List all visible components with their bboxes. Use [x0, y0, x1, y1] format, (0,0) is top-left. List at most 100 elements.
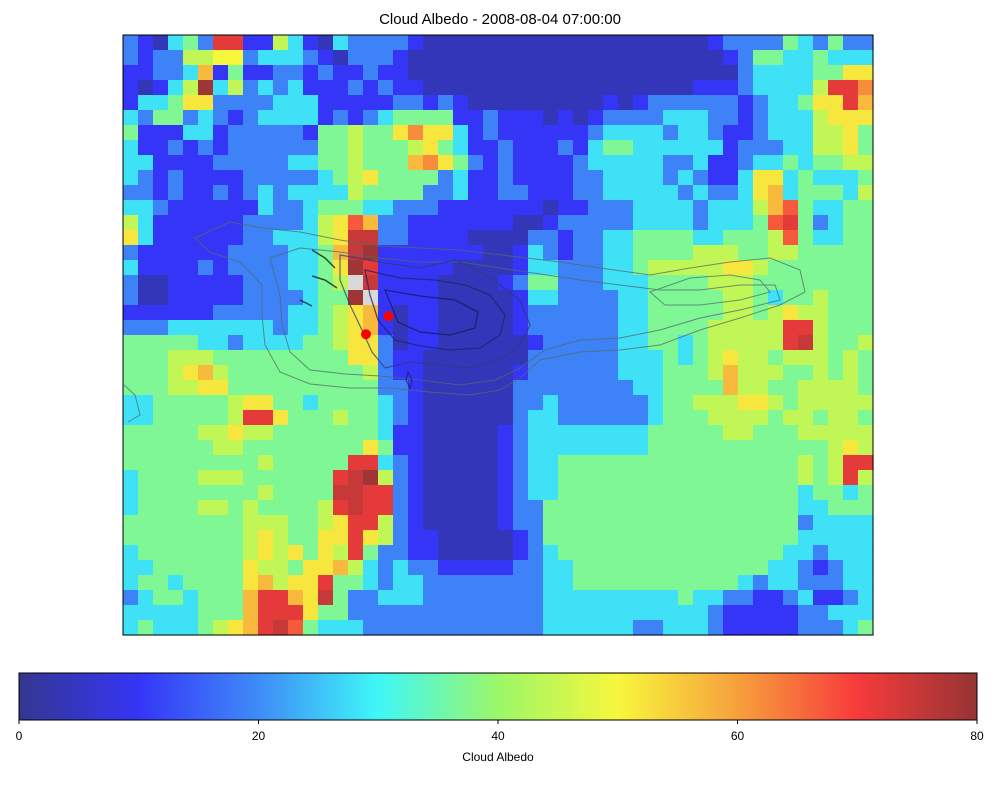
heatmap-cell — [303, 155, 319, 171]
heatmap-cell — [678, 485, 694, 501]
heatmap-cell — [543, 245, 559, 261]
heatmap-cell — [573, 365, 589, 381]
heatmap-cell — [423, 365, 439, 381]
heatmap-cell — [378, 335, 394, 351]
heatmap-cell — [768, 230, 784, 246]
heatmap-cell — [213, 440, 229, 456]
heatmap-cell — [858, 185, 874, 201]
heatmap-cell — [798, 395, 814, 411]
heatmap-cell — [378, 350, 394, 366]
heatmap-cell — [138, 215, 154, 231]
heatmap-cell — [828, 200, 844, 216]
heatmap-cell — [618, 470, 634, 486]
heatmap-cell — [723, 50, 739, 66]
heatmap-cell — [648, 260, 664, 276]
heatmap-cell — [273, 485, 289, 501]
heatmap-cell — [303, 35, 319, 51]
heatmap-cell — [438, 590, 454, 606]
heatmap-cell — [288, 155, 304, 171]
heatmap-cell — [618, 140, 634, 156]
heatmap-cell — [588, 185, 604, 201]
heatmap-cell — [468, 185, 484, 201]
heatmap-cell — [453, 305, 469, 321]
heatmap-cell — [753, 440, 769, 456]
heatmap-cell — [663, 470, 679, 486]
heatmap-cell — [213, 80, 229, 96]
heatmap-cell — [288, 455, 304, 471]
heatmap-cell — [153, 215, 169, 231]
heatmap-cell — [258, 455, 274, 471]
heatmap-cell — [633, 290, 649, 306]
heatmap-cell — [783, 395, 799, 411]
heatmap-cell — [528, 470, 544, 486]
heatmap-cell — [828, 425, 844, 441]
heatmap-cell — [648, 125, 664, 141]
heatmap-cell — [468, 605, 484, 621]
heatmap-cell — [573, 170, 589, 186]
heatmap-cell — [453, 365, 469, 381]
heatmap-cell — [138, 275, 154, 291]
heatmap-panel — [122, 34, 874, 636]
heatmap-cell — [243, 425, 259, 441]
heatmap-cell — [183, 545, 199, 561]
heatmap-cell — [738, 335, 754, 351]
heatmap-cell — [183, 155, 199, 171]
heatmap-cell — [528, 620, 544, 636]
heatmap-cell — [783, 140, 799, 156]
heatmap-cell — [768, 515, 784, 531]
heatmap-cell — [303, 425, 319, 441]
heatmap-cell — [363, 215, 379, 231]
heatmap-cell — [168, 230, 184, 246]
heatmap-cell — [378, 110, 394, 126]
heatmap-cell — [408, 485, 424, 501]
heatmap-cell — [153, 470, 169, 486]
heatmap-cell — [243, 305, 259, 321]
heatmap-cell — [738, 485, 754, 501]
heatmap-cell — [648, 365, 664, 381]
heatmap-cell — [423, 80, 439, 96]
heatmap-cell — [783, 425, 799, 441]
heatmap-cell — [378, 530, 394, 546]
heatmap-cell — [693, 410, 709, 426]
heatmap-cell — [828, 515, 844, 531]
heatmap-cell — [183, 425, 199, 441]
heatmap-cell — [123, 545, 139, 561]
heatmap-cell — [288, 335, 304, 351]
heatmap-cell — [363, 35, 379, 51]
heatmap-cell — [333, 185, 349, 201]
heatmap-cell — [618, 155, 634, 171]
heatmap-cell — [423, 530, 439, 546]
heatmap-cell — [693, 110, 709, 126]
heatmap-cell — [588, 395, 604, 411]
heatmap-cell — [168, 290, 184, 306]
heatmap-cell — [588, 140, 604, 156]
heatmap-cell — [573, 560, 589, 576]
heatmap-cell — [738, 50, 754, 66]
heatmap-cell — [438, 170, 454, 186]
heatmap-cell — [558, 230, 574, 246]
heatmap-cell — [498, 455, 514, 471]
heatmap-cell — [393, 620, 409, 636]
heatmap-cell — [198, 575, 214, 591]
heatmap-cell — [738, 215, 754, 231]
heatmap-cell — [843, 305, 859, 321]
heatmap-cell — [453, 335, 469, 351]
heatmap-cell — [498, 560, 514, 576]
heatmap-cell — [348, 110, 364, 126]
heatmap-cell — [693, 35, 709, 51]
heatmap-cell — [573, 155, 589, 171]
heatmap-cell — [483, 320, 499, 336]
heatmap-cell — [483, 590, 499, 606]
heatmap-cell — [453, 425, 469, 441]
heatmap-cell — [708, 230, 724, 246]
heatmap-cell — [648, 155, 664, 171]
heatmap-cell — [483, 395, 499, 411]
heatmap-cell — [588, 35, 604, 51]
heatmap-cell — [153, 335, 169, 351]
heatmap-cell — [258, 380, 274, 396]
heatmap-cell — [318, 530, 334, 546]
heatmap-cell — [738, 170, 754, 186]
heatmap-cell — [408, 230, 424, 246]
heatmap-cell — [213, 230, 229, 246]
heatmap-cell — [258, 65, 274, 81]
